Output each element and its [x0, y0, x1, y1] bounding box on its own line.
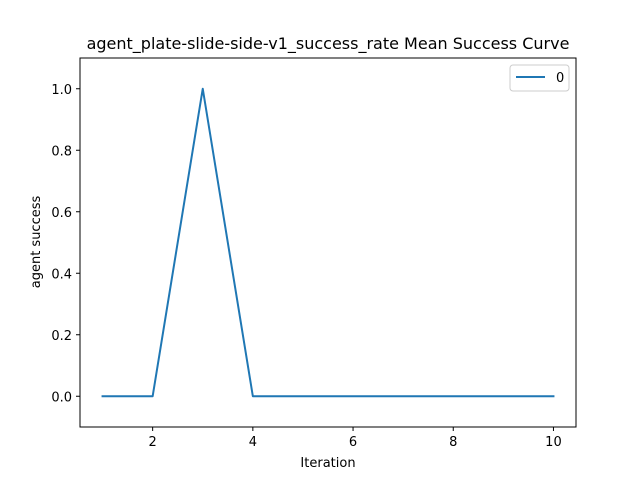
y-tick-label: 0.2: [51, 329, 72, 344]
series-layer: [101, 87, 555, 398]
x-tick-label: 6: [349, 435, 357, 450]
legend: 0: [509, 64, 570, 92]
ticks: 2 4 6 8 10 0.0 0.2 0.4 0.6 0.8 1.0: [51, 83, 561, 450]
y-axis-label: agent success: [29, 196, 44, 289]
y-tick-label: 0.4: [51, 267, 72, 282]
x-axis-label: Iteration: [300, 456, 355, 471]
x-tick-label: 8: [449, 435, 457, 450]
y-tick-label: 1.0: [51, 83, 72, 98]
plot-area: [80, 58, 576, 427]
x-tick-label: 10: [545, 435, 562, 450]
plot-frame: [79, 57, 577, 428]
y-tick-label: 0.8: [51, 144, 72, 159]
series-line-0: [101, 87, 555, 398]
legend-label: 0: [556, 71, 564, 86]
y-tick-label: 0.0: [51, 390, 72, 405]
y-tick-label: 0.6: [51, 206, 72, 221]
chart-title: agent_plate-slide-side-v1_success_rate M…: [87, 34, 570, 54]
x-tick-label: 4: [249, 435, 257, 450]
x-tick-label: 2: [149, 435, 157, 450]
